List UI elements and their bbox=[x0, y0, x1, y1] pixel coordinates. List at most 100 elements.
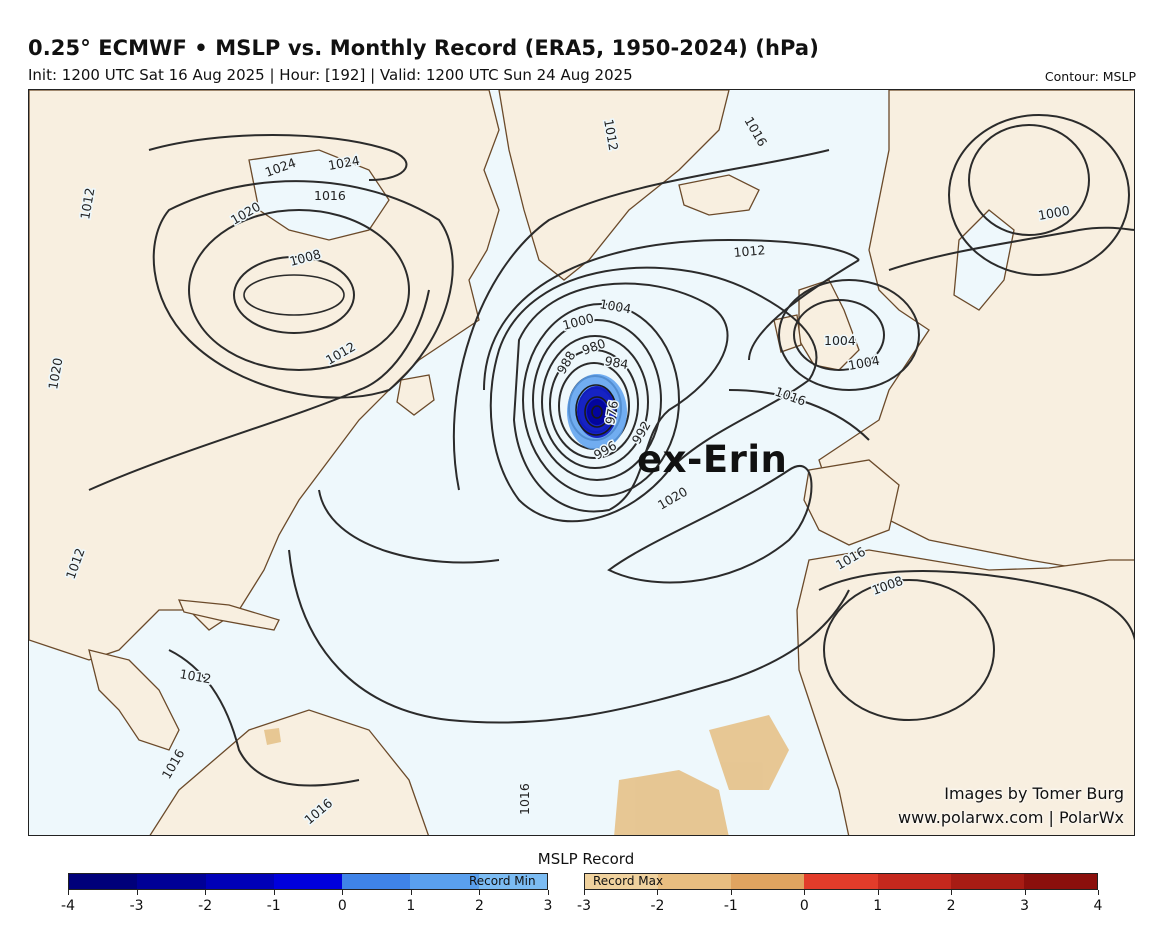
map-canvas: 1024 102410201016100810121012102010041000… bbox=[29, 90, 1134, 835]
colorbar-tick-mark bbox=[730, 890, 732, 895]
colorbar-segment bbox=[950, 874, 1024, 889]
colorbar-segment bbox=[137, 874, 206, 889]
map-panel: 1024 1024 1020 1016 1008 1012 1012 1020 1004 1000… bbox=[28, 89, 1135, 836]
isobar-1004-scandinavia bbox=[948, 114, 1130, 276]
isobar-1012-canada bbox=[188, 209, 410, 371]
colorbar-tick-mark bbox=[548, 890, 549, 895]
isobar-1008-africa bbox=[823, 579, 995, 721]
isobar-1020-canada bbox=[152, 180, 454, 399]
colorbar-tick-label: -3 bbox=[129, 898, 144, 914]
isobar-storm-5 bbox=[549, 349, 639, 459]
isobar-1016-subtropic bbox=[288, 549, 850, 724]
colorbar-tick-mark bbox=[804, 890, 806, 895]
colorbar-tick-label: 1 bbox=[406, 898, 416, 914]
cuba-land bbox=[177, 599, 280, 631]
colorbar-segment bbox=[804, 874, 878, 889]
colorbar-tick-mark bbox=[1098, 890, 1099, 895]
colorbar-tick-label: 2 bbox=[946, 898, 956, 914]
colorbar-segment bbox=[69, 874, 138, 889]
credit-author: Images by Tomer Burg bbox=[944, 784, 1124, 803]
colorbar-tick-label: -1 bbox=[723, 898, 738, 914]
colorbar-segment bbox=[410, 874, 479, 889]
colorbar-tick-mark bbox=[342, 890, 344, 895]
isobar-label: 1016 bbox=[741, 114, 770, 149]
colorbar-tick-mark bbox=[877, 890, 879, 895]
colorbar-segment bbox=[342, 874, 411, 889]
iberia-land bbox=[803, 459, 900, 546]
isobar-label: 988 bbox=[554, 348, 579, 376]
colorbar-tick-mark bbox=[273, 890, 275, 895]
colorbar-tick-label: 2 bbox=[474, 898, 484, 914]
central-america-land bbox=[88, 649, 180, 751]
colorbar-segment bbox=[658, 874, 732, 889]
isobar-storm-8 bbox=[522, 303, 680, 497]
legend-title: MSLP Record bbox=[537, 850, 635, 868]
isobar-1008-europe bbox=[778, 279, 920, 391]
isobar-1004-atlantic bbox=[512, 282, 729, 513]
newfoundland-land bbox=[396, 374, 435, 416]
isobar-1004-europe bbox=[793, 299, 885, 371]
isobar-1008-atlantic bbox=[489, 266, 818, 523]
hudson-bay bbox=[248, 149, 390, 241]
colorbar-tick-label: -2 bbox=[198, 898, 213, 914]
colorbar-tick-mark bbox=[1024, 890, 1026, 895]
land-masses bbox=[29, 90, 1134, 835]
isobar-label: 1012 bbox=[733, 242, 766, 260]
colorbar-tick-mark bbox=[479, 890, 481, 895]
colorbar-tick-mark bbox=[410, 890, 412, 895]
colorbar-segment bbox=[585, 874, 659, 889]
europe-land bbox=[818, 90, 1134, 571]
colorbar-tick-label: 0 bbox=[799, 898, 809, 914]
colorbar-segment bbox=[877, 874, 951, 889]
colorbar-tick-label: 0 bbox=[337, 898, 347, 914]
record-max-label: Record Max bbox=[593, 874, 664, 888]
iceland-land bbox=[678, 174, 760, 216]
record-max-shading bbox=[264, 715, 789, 835]
isobar-1016-atlantic bbox=[452, 149, 870, 491]
africa-land bbox=[796, 549, 1134, 835]
baltic-sea bbox=[953, 209, 1015, 311]
isobar-label: 1004 bbox=[824, 333, 856, 348]
colorbar-record-min: Record Min bbox=[68, 873, 548, 890]
isobar-label: 1004 bbox=[847, 353, 881, 373]
isobar-1024-canada bbox=[148, 134, 408, 181]
colorbar-tick-label: 3 bbox=[543, 898, 553, 914]
colorbar-tick-label: 4 bbox=[1093, 898, 1103, 914]
isobar-label: 1012 bbox=[178, 666, 212, 686]
colorbar-tick-label: 3 bbox=[1020, 898, 1030, 914]
colorbar-tick-mark bbox=[136, 890, 138, 895]
greenland-land bbox=[498, 90, 730, 281]
contour-note: Contour: MSLP bbox=[1044, 69, 1136, 84]
north-america-land bbox=[29, 90, 500, 661]
isobar-1000-scandinavia bbox=[968, 124, 1090, 236]
isobar-label: 1000 bbox=[1037, 203, 1071, 223]
chart-title: 0.25° ECMWF • MSLP vs. Monthly Record (E… bbox=[28, 36, 819, 60]
isobar-label: 1016 bbox=[159, 746, 188, 781]
isobar-1008-canada bbox=[233, 256, 355, 334]
isobar-storm-7 bbox=[532, 319, 662, 481]
isobar-label: 1016 bbox=[517, 783, 532, 815]
colorbar-tick-mark bbox=[205, 890, 207, 895]
colorbar-tick-label: -2 bbox=[650, 898, 665, 914]
isobar-1012-coast bbox=[88, 289, 430, 491]
south-america-land bbox=[149, 709, 429, 835]
colorbar-tick-mark bbox=[657, 890, 659, 895]
isobar-label: 1012 bbox=[601, 118, 621, 152]
colorbar-segment bbox=[731, 874, 805, 889]
isobar-label: 1020 bbox=[45, 357, 65, 391]
isobar-1020-atlantic bbox=[318, 465, 813, 584]
colorbar-tick-mark bbox=[68, 890, 69, 895]
isobar-label: 976 bbox=[602, 399, 621, 425]
colorbar-record-max: Record Max bbox=[584, 873, 1098, 890]
colorbar-tick-label: -4 bbox=[61, 898, 75, 914]
colorbar-segment bbox=[273, 874, 343, 889]
colorbar-tick-label: -3 bbox=[577, 898, 591, 914]
chart-subtitle: Init: 1200 UTC Sat 16 Aug 2025 | Hour: [… bbox=[28, 66, 633, 84]
isobar-1012-africa bbox=[818, 570, 1134, 641]
isobar-1012-caribbean bbox=[168, 649, 360, 787]
isobar-label: 1016 bbox=[314, 188, 346, 203]
colorbar-tick-mark bbox=[951, 890, 953, 895]
colorbar-tick-label: 1 bbox=[873, 898, 883, 914]
isobar-label: 1012 bbox=[77, 187, 97, 221]
isobar-1016-canada bbox=[243, 274, 345, 316]
